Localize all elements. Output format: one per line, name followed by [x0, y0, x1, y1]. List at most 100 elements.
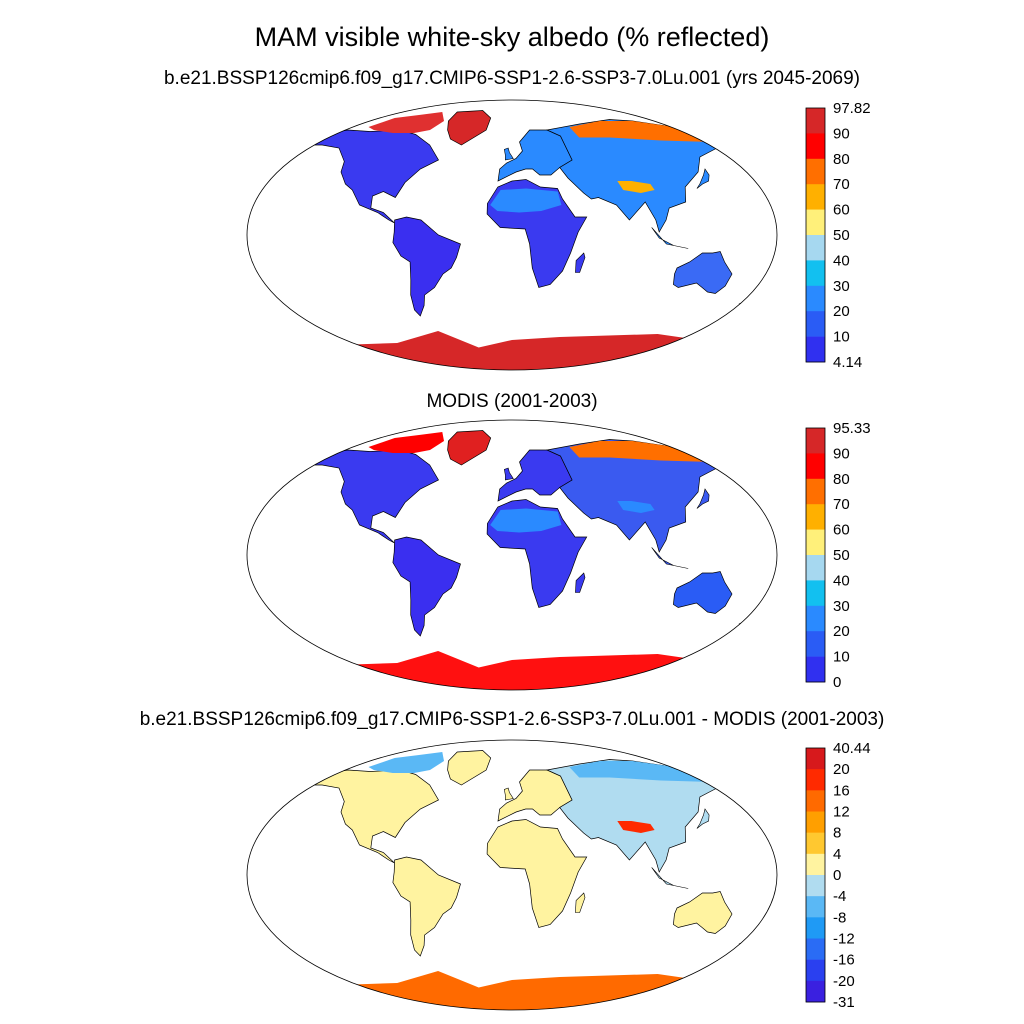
colorbar-label: 80: [833, 471, 850, 488]
island-uk: [503, 787, 514, 801]
colorbar-swatch: [806, 605, 825, 632]
colorbar-swatch: [806, 158, 825, 185]
panel-title-model: b.e21.BSSP126cmip6.f09_g17.CMIP6-SSP1-2.…: [163, 68, 861, 89]
region-tibet: [617, 501, 655, 513]
colorbar: 95.33 90 80 70 60 50 40 30 20 10 0: [805, 420, 871, 691]
region-greenland: [447, 750, 492, 786]
colorbar-label: 16: [833, 782, 850, 799]
island-uk: [503, 467, 514, 481]
colorbar-label: 30: [833, 598, 850, 615]
map-land-layer: [301, 110, 762, 370]
colorbar-swatch: [806, 580, 825, 607]
region-antarctica: [301, 331, 723, 370]
colorbar-label: 20: [833, 761, 850, 778]
map-border: [246, 99, 778, 371]
colorbar-swatch: [806, 748, 825, 770]
region-australia: [673, 251, 733, 294]
region-arctic-canada: [368, 432, 444, 453]
colorbar-swatch: [806, 478, 825, 505]
region-sahara: [490, 188, 562, 213]
colorbar-frame: [805, 747, 826, 1003]
island-indonesia: [651, 227, 689, 249]
colorbar-label: 4: [833, 846, 841, 863]
region-tibet: [617, 181, 655, 193]
map-land-layer: [301, 430, 762, 690]
colorbar-swatch: [806, 235, 825, 261]
region-antarctica: [301, 971, 723, 1010]
island-uk: [503, 147, 514, 161]
colorbar-swatch: [806, 790, 825, 812]
region-sahara: [490, 508, 562, 533]
colorbar: 97.82 90 80 70 60 50 40 30 20 10 4.14: [805, 100, 871, 371]
colorbar-swatch: [806, 428, 825, 454]
panel-title-diff: b.e21.BSSP126cmip6.f09_g17.CMIP6-SSP1-2.…: [139, 709, 885, 730]
colorbar-swatch: [806, 769, 825, 791]
region-south-america: [392, 536, 461, 637]
region-greenland: [447, 430, 492, 466]
colorbar-frame: [805, 107, 826, 363]
colorbar-label: 20: [833, 623, 850, 640]
panel-obs: 95.33 90 80 70 60 50 40 30 20 10 0: [0, 419, 1024, 700]
map-border: [246, 419, 778, 691]
colorbar-label: -16: [833, 952, 855, 969]
colorbar-label: 30: [833, 278, 850, 295]
region-sahara: [490, 828, 562, 853]
colorbar-swatch: [806, 980, 825, 1003]
colorbar-swatch: [806, 529, 825, 556]
panel-diff: 40.44 20 16 12 8 4 0 -4 -8 -12 -16 -20 -31: [0, 739, 1024, 1020]
colorbar-label: 70: [833, 496, 850, 513]
colorbar: 40.44 20 16 12 8 4 0 -4 -8 -12 -16 -20 -31: [805, 740, 871, 1011]
colorbar-label: 4.14: [833, 354, 862, 371]
colorbar-label: 90: [833, 445, 850, 462]
region-south-america: [392, 216, 461, 317]
colorbar-label: 60: [833, 522, 850, 539]
colorbar-label: -8: [833, 909, 846, 926]
figure-title: MAM visible white-sky albedo (% reflecte…: [254, 22, 770, 52]
colorbar-swatch: [806, 504, 825, 530]
colorbar-swatch: [806, 832, 825, 855]
colorbar-label: -31: [833, 994, 855, 1011]
colorbar-swatch: [806, 555, 825, 581]
region-siberia-snow: [569, 441, 717, 462]
region-tibet: [617, 821, 655, 833]
colorbar-label: 12: [833, 804, 850, 821]
colorbar-swatch: [806, 209, 825, 236]
colorbar-label: 50: [833, 227, 850, 244]
map-obs: 95.33 90 80 70 60 50 40 30 20 10 0: [246, 419, 871, 691]
colorbar-swatch: [806, 959, 825, 982]
island-madagascar: [575, 892, 586, 913]
colorbar-swatch: [806, 938, 825, 960]
colorbar-label: 70: [833, 176, 850, 193]
region-north-america: [302, 129, 439, 224]
island-madagascar: [575, 572, 586, 593]
panel-model: 97.82 90 80 70 60 50 40 30 20 10 4.14: [0, 99, 1024, 380]
region-australia: [673, 571, 733, 614]
colorbar-swatch: [806, 853, 825, 876]
colorbar-swatch: [806, 285, 825, 312]
colorbar-swatch: [806, 108, 825, 134]
colorbar-label: 60: [833, 202, 850, 219]
colorbar-label: 40: [833, 572, 850, 589]
colorbar-label: 80: [833, 151, 850, 168]
colorbar-label: 8: [833, 825, 841, 842]
colorbar-label: 90: [833, 125, 850, 142]
region-australia: [673, 891, 733, 934]
region-siberia-snow: [569, 761, 717, 782]
region-arctic-canada: [368, 112, 444, 133]
colorbar-swatch: [806, 453, 825, 480]
colorbar-label: 50: [833, 547, 850, 564]
island-japan: [696, 808, 710, 829]
colorbar-label: 0: [833, 674, 841, 691]
island-madagascar: [575, 252, 586, 273]
panel-title-obs: MODIS (2001-2003): [426, 391, 598, 412]
island-indonesia: [651, 867, 689, 889]
colorbar-swatch: [806, 896, 825, 918]
colorbar-label: 20: [833, 303, 850, 320]
island-indonesia: [651, 547, 689, 569]
map-border: [246, 739, 778, 1011]
region-north-america: [302, 769, 439, 864]
colorbar-swatch: [806, 133, 825, 160]
map-land-layer: [301, 750, 762, 1010]
colorbar-swatch: [806, 656, 825, 683]
region-siberia-snow: [569, 121, 717, 142]
